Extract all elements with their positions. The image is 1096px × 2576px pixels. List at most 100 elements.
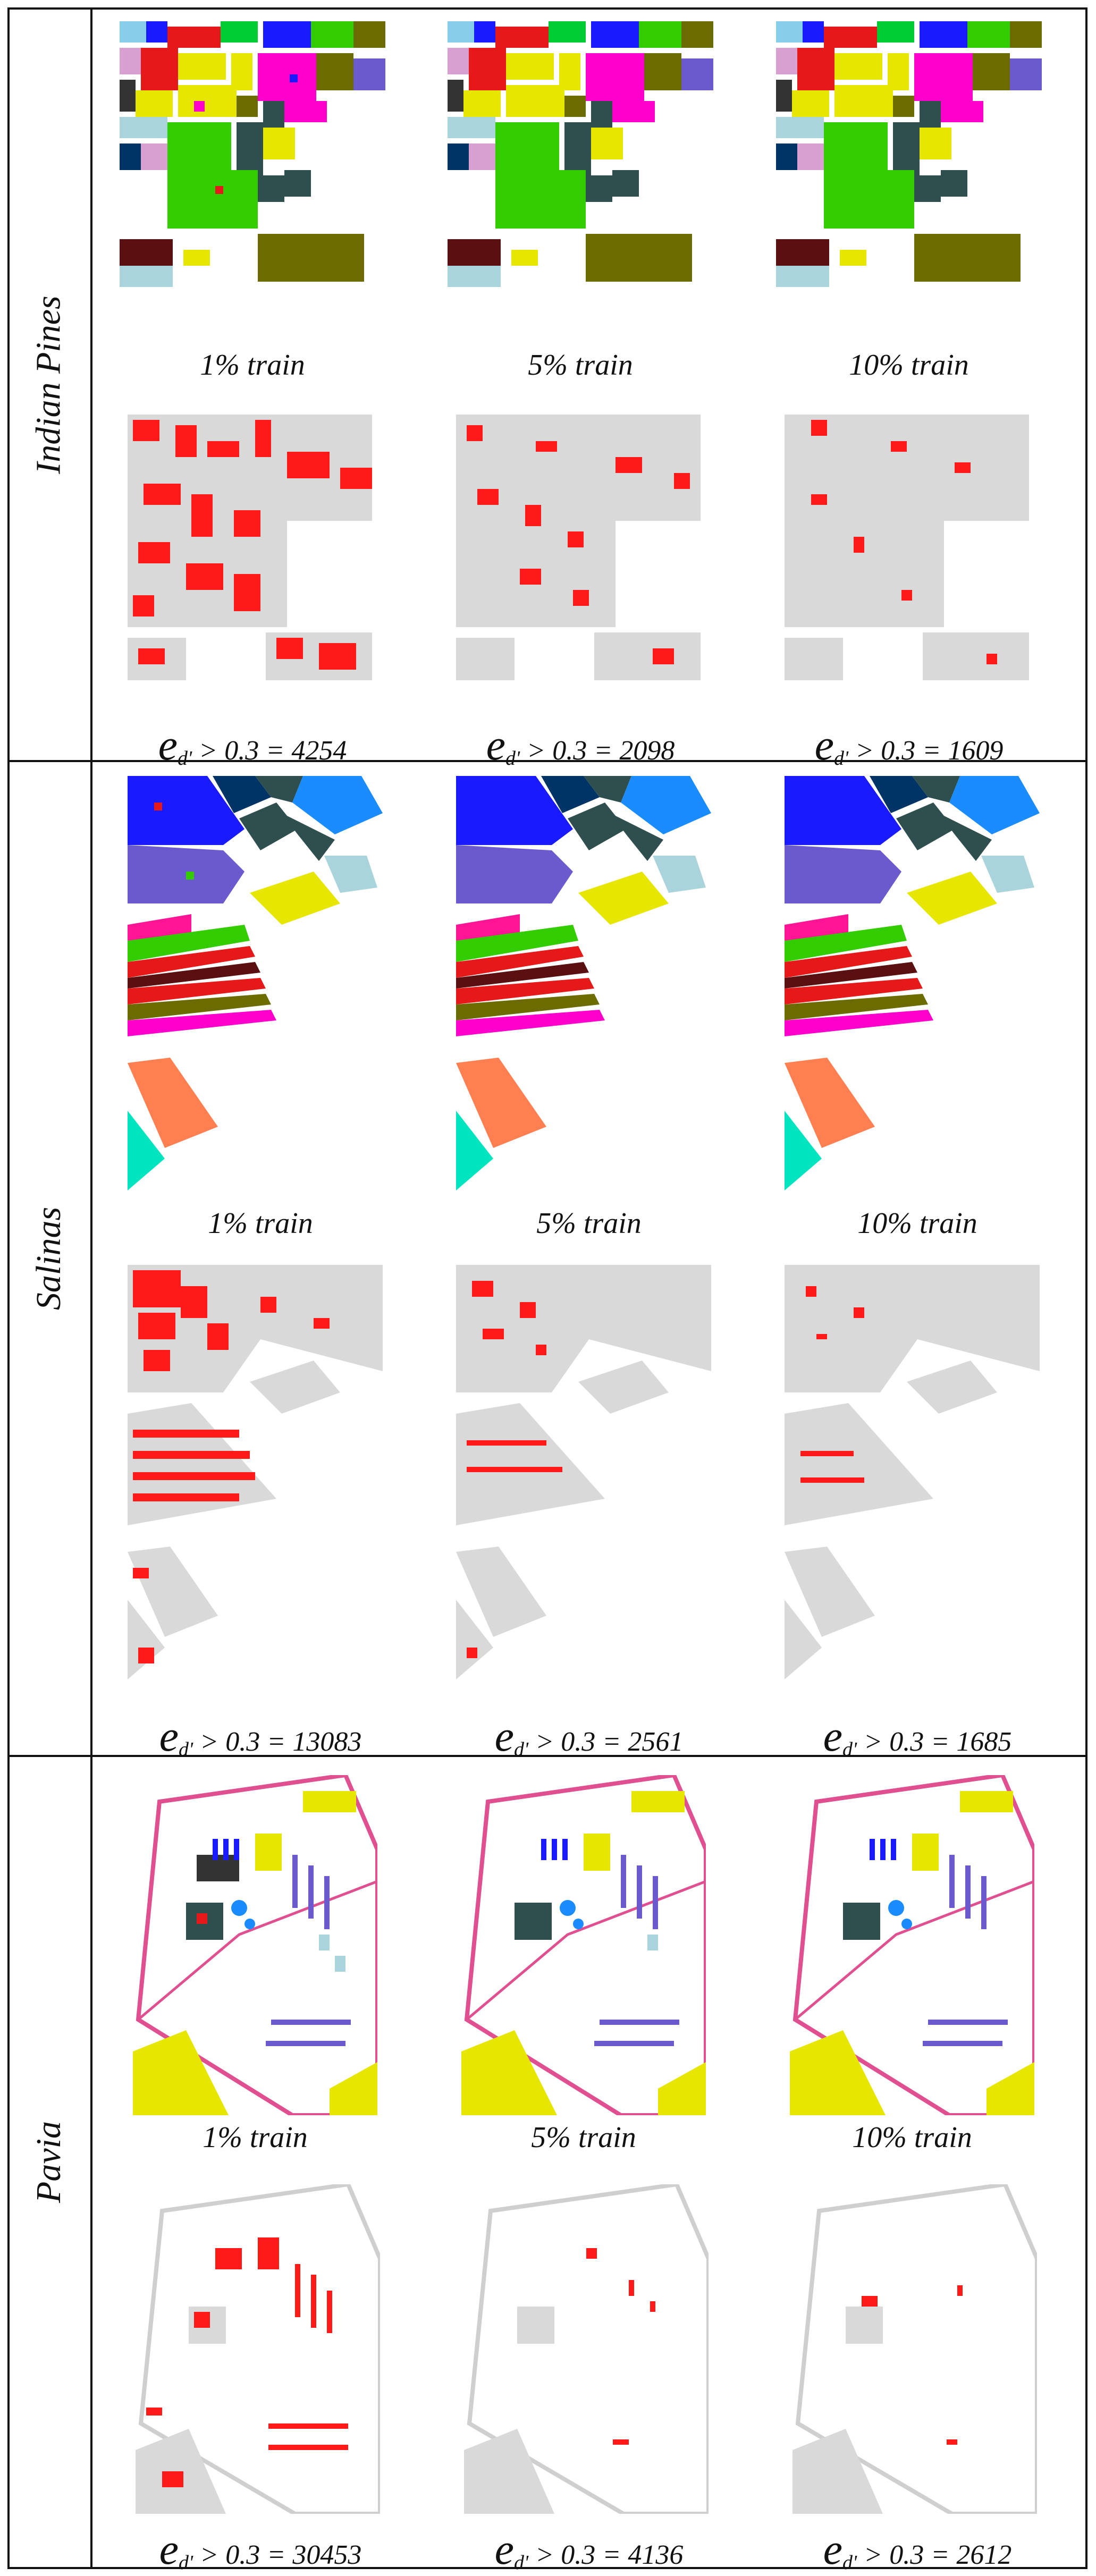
indian-pines-error-map-1pct: [128, 415, 393, 702]
error-condition: > 0.3 =: [528, 1727, 628, 1757]
indian-pines-classification-map-10pct: [776, 21, 1042, 308]
error-count-pavia-1pct: ed' > 0.3 = 30453: [128, 2524, 393, 2574]
caption-pavia-5pct: 5% train: [531, 2121, 636, 2154]
error-map-image: [785, 1265, 1040, 1679]
error-symbol: e: [823, 2525, 843, 2573]
error-subscript: d': [514, 1738, 529, 1761]
error-count-indian-pines-5pct: ed' > 0.3 = 2098: [448, 720, 713, 770]
salinas-classification-map-1pct: [128, 776, 393, 1190]
error-count: 13083: [292, 1727, 362, 1757]
error-condition: > 0.3 =: [848, 736, 948, 766]
error-map-image: [456, 415, 701, 680]
error-count-indian-pines-10pct: ed' > 0.3 = 1609: [776, 720, 1042, 770]
classification-map-image: [448, 21, 713, 287]
section-label-pavia: Pavia: [7, 1757, 90, 2567]
error-count-salinas-10pct: ed' > 0.3 = 1685: [785, 1711, 1050, 1761]
salinas-classification-map-5pct: [456, 776, 722, 1190]
pavia-classification-map-10pct: [790, 1775, 1056, 2115]
caption-pavia-10pct: 10% train: [852, 2121, 972, 2154]
section-title: Indian Pines: [29, 295, 69, 474]
caption-salinas-10pct: 10% train: [857, 1207, 977, 1240]
figure-frame: [7, 7, 1087, 2569]
classification-map-image: [128, 776, 383, 1190]
error-condition: > 0.3 =: [520, 736, 620, 766]
error-condition: > 0.3 =: [528, 2540, 628, 2570]
error-subscript: d': [505, 747, 520, 770]
indian-pines-classification-map-5pct: [448, 21, 713, 308]
error-condition: > 0.3 =: [193, 1727, 293, 1757]
error-subscript: d': [834, 747, 849, 770]
indian-pines-classification-map-1pct: [120, 21, 385, 308]
error-map-image: [785, 415, 1029, 680]
classification-map-image: [120, 21, 385, 287]
error-symbol: e: [494, 2525, 515, 2573]
section-divider-2: [7, 1755, 1087, 1757]
error-symbol: e: [159, 2525, 179, 2573]
section-title: Salinas: [29, 1206, 69, 1311]
error-subscript: d': [179, 2552, 193, 2574]
classification-map-image: [790, 1775, 1034, 2115]
error-count: 1609: [948, 736, 1004, 766]
pavia-error-map-1pct: [136, 2184, 401, 2514]
classification-map-image: [461, 1775, 706, 2115]
pavia-classification-map-5pct: [461, 1775, 727, 2115]
salinas-error-map-1pct: [128, 1265, 393, 1679]
salinas-error-map-5pct: [456, 1265, 722, 1679]
section-label-salinas: Salinas: [7, 762, 90, 1755]
error-map-image: [793, 2184, 1037, 2514]
error-count: 2612: [956, 2540, 1012, 2570]
caption-pavia-1pct: 1% train: [203, 2121, 308, 2154]
error-condition: > 0.3 =: [857, 2540, 957, 2570]
caption-indian-pines-1pct: 1% train: [200, 349, 305, 382]
pavia-error-map-5pct: [464, 2184, 730, 2514]
salinas-error-map-10pct: [785, 1265, 1050, 1679]
error-symbol: e: [823, 1712, 843, 1760]
salinas-classification-map-10pct: [785, 776, 1050, 1190]
error-count-salinas-5pct: ed' > 0.3 = 2561: [456, 1711, 722, 1761]
error-symbol: e: [814, 721, 834, 769]
error-count: 30453: [292, 2540, 362, 2570]
error-count-pavia-10pct: ed' > 0.3 = 2612: [785, 2524, 1050, 2574]
error-count: 4254: [291, 736, 347, 766]
classification-map-image: [133, 1775, 377, 2115]
caption-indian-pines-10pct: 10% train: [849, 349, 969, 382]
error-count: 1685: [956, 1727, 1012, 1757]
caption-salinas-1pct: 1% train: [208, 1207, 313, 1240]
error-subscript: d': [179, 1738, 193, 1761]
section-divider-1: [7, 760, 1087, 762]
error-symbol: e: [159, 1712, 179, 1760]
pavia-classification-map-1pct: [133, 1775, 399, 2115]
error-count-indian-pines-1pct: ed' > 0.3 = 4254: [120, 720, 385, 770]
error-condition: > 0.3 =: [192, 736, 292, 766]
error-map-image: [456, 1265, 711, 1679]
error-symbol: e: [486, 721, 506, 769]
section-label-indian-pines: Indian Pines: [7, 10, 90, 760]
caption-salinas-5pct: 5% train: [536, 1207, 642, 1240]
error-symbol: e: [494, 1712, 515, 1760]
error-map-image: [464, 2184, 709, 2514]
error-map-image: [136, 2184, 380, 2514]
error-map-image: [128, 415, 372, 680]
error-condition: > 0.3 =: [857, 1727, 957, 1757]
error-count: 4136: [628, 2540, 684, 2570]
indian-pines-error-map-5pct: [456, 415, 722, 702]
error-subscript: d': [842, 1738, 857, 1761]
error-subscript: d': [514, 2552, 529, 2574]
error-count-pavia-5pct: ed' > 0.3 = 4136: [456, 2524, 722, 2574]
error-count: 2561: [628, 1727, 684, 1757]
pavia-error-map-10pct: [793, 2184, 1058, 2514]
indian-pines-error-map-10pct: [785, 415, 1050, 702]
caption-indian-pines-5pct: 5% train: [528, 349, 633, 382]
section-title: Pavia: [29, 2121, 68, 2203]
error-subscript: d': [178, 747, 192, 770]
error-subscript: d': [842, 2552, 857, 2574]
classification-map-image: [785, 776, 1040, 1190]
error-symbol: e: [158, 721, 178, 769]
label-column-divider: [90, 7, 92, 2569]
classification-map-image: [776, 21, 1042, 287]
classification-map-image: [456, 776, 711, 1190]
error-count: 2098: [619, 736, 675, 766]
error-condition: > 0.3 =: [193, 2540, 293, 2570]
error-map-image: [128, 1265, 383, 1679]
error-count-salinas-1pct: ed' > 0.3 = 13083: [128, 1711, 393, 1761]
